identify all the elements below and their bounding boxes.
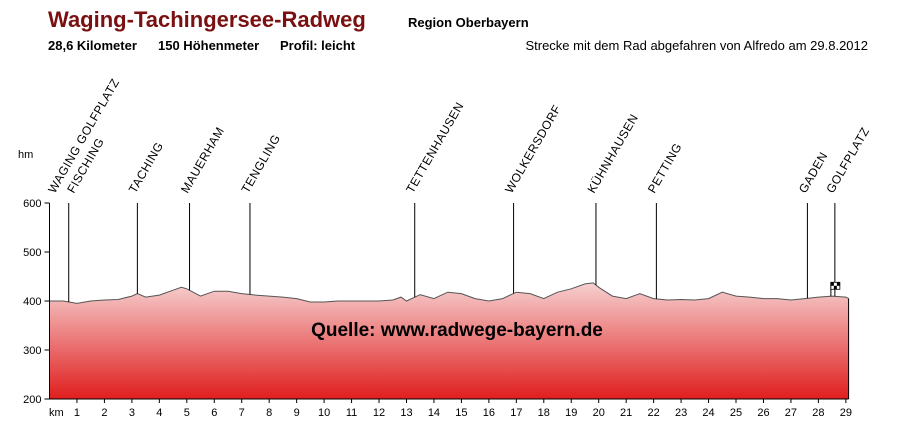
place-label: PETTING	[645, 140, 685, 195]
x-tick-label: 17	[510, 407, 522, 419]
x-tick-label: 1	[74, 407, 80, 419]
elevation-line	[49, 282, 849, 304]
x-tick-label: 13	[400, 407, 412, 419]
x-tick-label: 5	[184, 407, 190, 419]
chart-title: Waging-Tachingersee-Radweg	[48, 7, 366, 32]
y-tick-label: 500	[23, 247, 41, 259]
x-tick-label: 26	[757, 407, 769, 419]
flag-check	[833, 285, 837, 290]
x-tick-label: 7	[239, 407, 245, 419]
flag-check	[830, 282, 834, 286]
x-tick-label: 18	[538, 407, 550, 419]
x-tick-label: 3	[129, 407, 135, 419]
y-tick-label: 300	[23, 345, 41, 357]
x-tick-label: 4	[156, 407, 162, 419]
x-tick-label: 16	[483, 407, 495, 419]
x-tick-label: 28	[812, 407, 824, 419]
stat: 150 Höhenmeter	[158, 38, 259, 53]
place-label: TENGLING	[238, 132, 283, 196]
x-tick-label: 29	[840, 407, 852, 419]
x-tick-label: 21	[620, 407, 632, 419]
place-label: KÜHNHAUSEN	[584, 111, 641, 195]
x-tick-label: 8	[266, 407, 272, 419]
y-tick-label: 200	[23, 394, 41, 406]
source-watermark: Quelle: www.radwege-bayern.de	[311, 320, 603, 341]
x-tick-label: 27	[785, 407, 797, 419]
x-axis-label: km	[49, 407, 64, 419]
place-label: TETTENHAUSEN	[403, 100, 466, 196]
x-tick-label: 22	[648, 407, 660, 419]
x-tick-label: 10	[318, 407, 330, 419]
x-tick-label: 25	[730, 407, 742, 419]
x-tick-label: 15	[455, 407, 467, 419]
place-label: TACHING	[126, 139, 166, 195]
x-tick-label: 6	[211, 407, 217, 419]
y-axis-label: hm	[18, 149, 33, 161]
y-tick-label: 400	[23, 296, 41, 308]
note: Strecke mit dem Rad abgefahren von Alfre…	[525, 38, 868, 53]
x-tick-label: 24	[702, 407, 714, 419]
elevation-area	[49, 282, 849, 399]
flag-check	[836, 282, 840, 286]
x-tick-label: 19	[565, 407, 577, 419]
y-tick-label: 600	[23, 198, 41, 210]
x-tick-label: 12	[373, 407, 385, 419]
place-label: GOLFPLATZ	[823, 125, 872, 196]
x-tick-label: 9	[294, 407, 300, 419]
x-tick-label: 11	[346, 407, 357, 419]
subtitle: Region Oberbayern	[408, 15, 529, 30]
x-tick-label: 2	[101, 407, 107, 419]
x-tick-label: 20	[593, 407, 605, 419]
x-tick-label: 23	[675, 407, 687, 419]
place-label: WOLKERSDORF	[502, 102, 564, 195]
stat: 28,6 Kilometer	[48, 38, 137, 53]
x-tick-label: 14	[428, 407, 440, 419]
stat: Profil: leicht	[280, 38, 356, 53]
place-label: MAUERHAM	[178, 124, 227, 195]
